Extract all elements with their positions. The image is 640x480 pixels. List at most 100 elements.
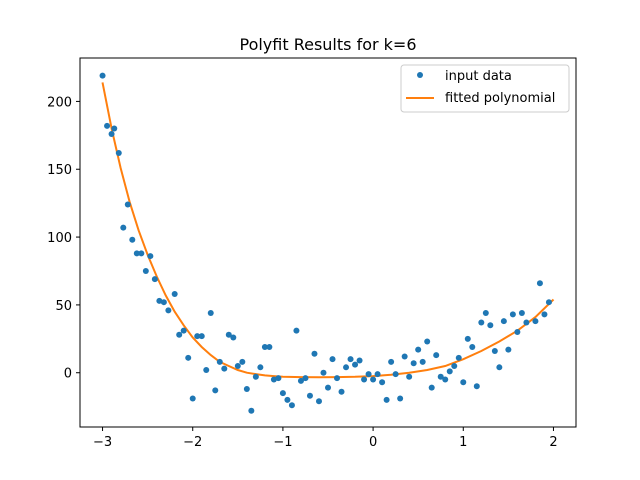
data-point [315,398,322,405]
data-point [266,343,273,350]
data-point [108,130,115,137]
x-tick-label: −1 [273,435,292,450]
data-point [284,396,291,403]
data-point [115,149,122,156]
data-point [151,276,158,283]
legend: input data fitted polynomial [400,64,570,113]
y-tick-label: 200 [47,95,72,110]
data-point [243,386,250,393]
data-point [455,354,462,361]
data-point [334,375,341,382]
data-point [325,384,331,391]
data-point [171,291,178,298]
y-tick-label: 100 [47,231,72,246]
data-point [252,373,259,380]
data-point [374,371,381,378]
data-point [509,311,516,318]
data-point [248,407,255,414]
y-axis: 0 50 100 150 200 [47,95,80,382]
data-point [352,361,359,368]
data-point [129,236,136,243]
data-point [257,364,264,371]
x-tick-label: −3 [93,435,112,450]
data-point [401,353,408,360]
data-point [216,358,223,365]
y-tick-label: 50 [55,299,72,314]
data-point [446,368,453,375]
data-point [379,379,386,386]
data-point [138,250,145,257]
data-point [212,387,219,394]
data-point [347,356,354,363]
data-point [541,311,548,318]
legend-marker-input-data [417,72,423,78]
y-tick-label: 0 [64,367,72,382]
data-point [124,201,131,208]
data-point [518,310,525,317]
x-axis: −3 −2 −1 0 1 2 [93,427,558,450]
data-point [270,376,277,383]
data-point [329,356,336,363]
data-point [469,343,476,350]
data-point [111,125,118,132]
legend-label-input-data: input data [445,69,512,84]
x-tick-label: 1 [459,435,467,450]
data-point [442,376,449,383]
data-point [536,280,543,287]
data-point [500,318,507,325]
data-point [406,373,413,380]
data-point [392,371,399,378]
data-point [279,390,286,397]
data-point [383,396,390,403]
data-point [361,376,368,383]
data-point [297,377,304,384]
data-point [288,402,295,409]
data-point [370,376,377,383]
legend-box [400,64,570,113]
data-point [225,331,232,338]
x-tick-label: −2 [183,435,202,450]
data-point [142,267,149,274]
legend-label-fitted-polynomial: fitted polynomial [445,91,555,106]
data-point [311,350,318,357]
plot-area [80,58,576,427]
data-point [424,338,431,345]
data-point [198,333,205,340]
data-point [176,331,183,338]
data-point [460,379,467,386]
data-point [433,352,440,359]
data-point [464,335,471,342]
data-point [230,334,237,341]
data-point [194,333,201,340]
data-point [203,367,210,374]
data-point [428,384,435,391]
data-point [160,299,167,306]
data-point [165,307,172,314]
data-point [185,354,192,361]
data-point [293,327,300,334]
data-point [545,299,552,306]
data-point [437,373,444,380]
data-point [180,327,187,334]
data-point [410,360,417,367]
data-point [388,358,395,365]
data-point [478,319,485,326]
input-data-series [99,72,552,414]
data-point [514,329,521,336]
data-point [451,362,458,369]
x-tick-label: 2 [549,435,557,450]
data-point [496,364,503,371]
y-tick-label: 150 [47,163,72,178]
data-point [99,72,106,79]
data-point [365,371,372,378]
data-point [415,346,422,353]
fitted-polynomial-line [101,82,555,379]
data-point [239,358,246,365]
data-point [397,395,404,402]
data-point [302,375,309,382]
data-point [419,358,426,365]
data-point [306,392,313,399]
data-point [275,375,282,382]
data-point [133,250,140,257]
